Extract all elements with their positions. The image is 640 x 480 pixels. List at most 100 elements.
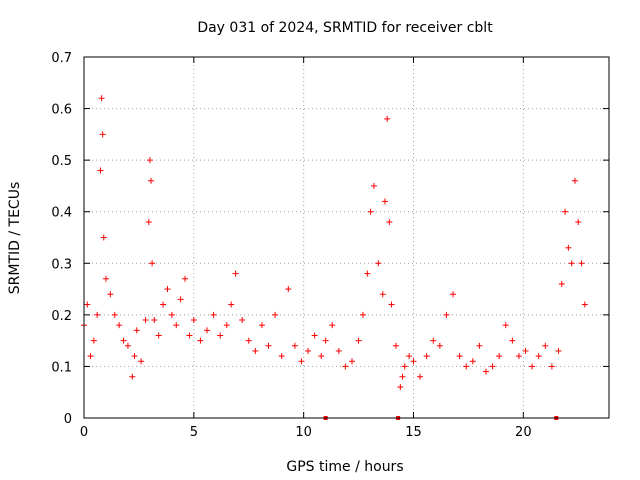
- data-point: [138, 358, 145, 365]
- data-point: [329, 322, 336, 329]
- data-point: [443, 311, 450, 318]
- data-point: [355, 337, 362, 344]
- data-point: [575, 219, 582, 226]
- data-point: [99, 131, 106, 138]
- data-point: [542, 342, 549, 349]
- axis-ticks: [83, 56, 609, 419]
- data-point: [245, 337, 252, 344]
- data-points: [81, 95, 588, 391]
- data-point: [258, 322, 265, 329]
- data-point: [555, 347, 562, 354]
- data-point: [239, 317, 246, 324]
- data-point: [482, 368, 489, 375]
- data-point: [417, 373, 424, 380]
- data-point: [367, 208, 374, 215]
- data-point: [565, 244, 572, 251]
- x-tick-label: 20: [515, 425, 532, 440]
- data-point: [94, 311, 101, 318]
- data-point: [272, 311, 279, 318]
- y-tick-label: 0.6: [51, 103, 72, 118]
- plot-frame: [83, 56, 610, 419]
- data-point: [456, 353, 463, 360]
- data-point: [155, 332, 162, 339]
- data-point: [423, 353, 430, 360]
- data-point: [228, 301, 235, 308]
- x-tick-labels: 0 5 10 15 20: [80, 425, 532, 440]
- data-point: [265, 342, 272, 349]
- data-point: [384, 115, 391, 122]
- data-point: [529, 363, 536, 370]
- data-point: [515, 353, 522, 360]
- data-point: [145, 219, 152, 226]
- data-point: [436, 342, 443, 349]
- data-point: [469, 358, 476, 365]
- data-point: [182, 275, 189, 282]
- y-axis-label: SRMTID / TECUs: [7, 182, 23, 295]
- data-point: [210, 311, 217, 318]
- grid-lines: [84, 57, 609, 418]
- data-point: [142, 317, 149, 324]
- data-point: [223, 322, 230, 329]
- data-point: [311, 332, 318, 339]
- y-tick-label: 0: [64, 412, 72, 427]
- data-point: [392, 342, 399, 349]
- data-point: [388, 301, 395, 308]
- data-point: [87, 353, 94, 360]
- data-point: [335, 347, 342, 354]
- data-point: [322, 337, 329, 344]
- data-point: [278, 353, 285, 360]
- data-point: [364, 270, 371, 277]
- data-point: [197, 337, 204, 344]
- data-point: [107, 291, 114, 298]
- x-tick-label: 15: [405, 425, 422, 440]
- y-tick-labels: 0 0.1 0.2 0.3 0.4 0.5 0.6 0.7: [51, 51, 72, 427]
- data-point: [489, 363, 496, 370]
- data-point: [131, 353, 138, 360]
- y-tick-label: 0.4: [51, 206, 72, 221]
- data-point: [578, 260, 585, 267]
- data-point: [359, 311, 366, 318]
- data-point: [285, 286, 292, 293]
- data-point: [496, 353, 503, 360]
- data-point: [232, 270, 239, 277]
- data-point: [381, 198, 388, 205]
- y-tick-label: 0.3: [51, 257, 72, 272]
- data-point: [571, 177, 578, 184]
- x-tick-label: 10: [295, 425, 312, 440]
- x-tick-label: 0: [80, 425, 88, 440]
- data-point: [186, 332, 193, 339]
- data-point: [397, 384, 404, 391]
- data-point: [430, 337, 437, 344]
- data-point: [463, 363, 470, 370]
- data-point: [509, 337, 516, 344]
- data-point: [97, 167, 104, 174]
- data-point: [476, 342, 483, 349]
- data-point: [177, 296, 184, 303]
- data-point: [568, 260, 575, 267]
- y-tick-label: 0.7: [51, 51, 72, 66]
- data-point: [129, 373, 136, 380]
- y-tick-label: 0.5: [51, 154, 72, 169]
- data-point: [298, 358, 305, 365]
- data-point: [164, 286, 171, 293]
- data-point: [450, 291, 457, 298]
- x-axis-label: GPS time / hours: [286, 459, 403, 475]
- data-point: [151, 317, 158, 324]
- y-tick-label: 0.1: [51, 360, 72, 375]
- data-point: [318, 353, 325, 360]
- chart-title: Day 031 of 2024, SRMTID for receiver cbl…: [197, 20, 493, 36]
- data-point: [102, 275, 109, 282]
- data-point: [410, 358, 417, 365]
- data-point: [124, 342, 131, 349]
- data-point: [168, 311, 175, 318]
- data-point: [90, 337, 97, 344]
- data-point: [217, 332, 224, 339]
- data-point: [100, 234, 107, 241]
- data-point: [160, 301, 167, 308]
- data-point: [147, 177, 154, 184]
- data-point: [522, 347, 529, 354]
- data-point: [204, 327, 211, 334]
- data-point: [386, 219, 393, 226]
- data-point: [581, 301, 588, 308]
